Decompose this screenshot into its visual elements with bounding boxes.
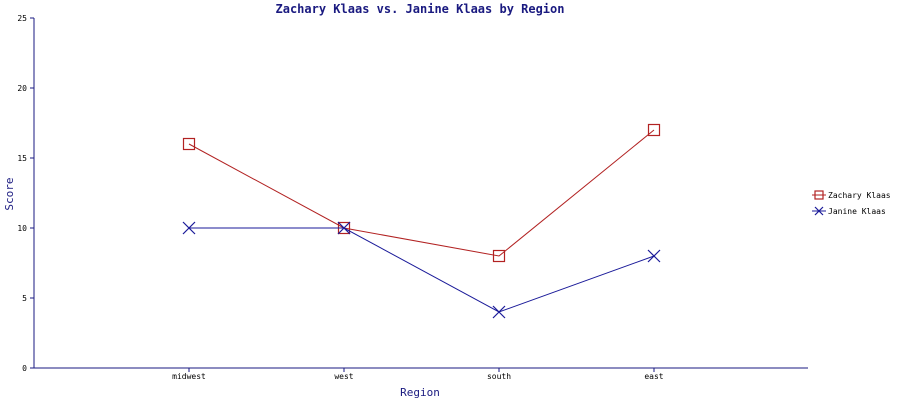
x-tick-label: east — [644, 372, 663, 381]
y-tick-label: 25 — [17, 14, 27, 23]
y-axis-label: Score — [3, 177, 16, 210]
chart-title: Zachary Klaas vs. Janine Klaas by Region — [276, 2, 565, 16]
legend-label: Zachary Klaas — [828, 191, 891, 200]
x-axis-ticks: midwest west south east — [172, 368, 664, 381]
x-marker-stroke — [182, 221, 196, 235]
legend-item-zachary-klaas: Zachary Klaas — [812, 190, 891, 200]
x-tick-label: south — [487, 372, 511, 381]
legend-marker-square — [814, 190, 824, 200]
data-point-zachary-klaas — [492, 249, 506, 263]
data-point-zachary-klaas — [182, 137, 196, 151]
data-point-janine-klaas — [492, 305, 506, 319]
y-tick-label: 10 — [17, 224, 27, 233]
y-tick-label: 0 — [22, 364, 27, 373]
x-marker-stroke — [337, 221, 351, 235]
data-point-janine-klaas — [647, 249, 661, 263]
legend-item-janine-klaas: Janine Klaas — [812, 206, 886, 216]
series-line-zachary-klaas — [188, 129, 655, 257]
x-marker-stroke — [814, 206, 824, 216]
x-axis-label: Region — [400, 386, 440, 399]
series-janine-klaas — [182, 221, 661, 319]
x-marker-stroke — [492, 305, 506, 319]
data-point-zachary-klaas — [647, 123, 661, 137]
x-tick-label: midwest — [172, 372, 206, 381]
y-tick-label: 20 — [17, 84, 27, 93]
legend-label: Janine Klaas — [828, 207, 886, 216]
data-point-janine-klaas — [337, 221, 351, 235]
y-axis-ticks: 0 5 10 15 20 25 — [17, 14, 34, 373]
y-tick-label: 15 — [17, 154, 27, 163]
data-point-janine-klaas — [182, 221, 196, 235]
y-tick-label: 5 — [22, 294, 27, 303]
series-zachary-klaas — [182, 123, 661, 263]
x-tick-label: west — [334, 372, 353, 381]
series-layer — [182, 123, 661, 319]
series-line-janine-klaas — [189, 227, 655, 313]
axes — [33, 18, 808, 369]
legend: Zachary Klaas Janine Klaas — [812, 190, 891, 216]
x-marker-stroke — [647, 249, 661, 263]
legend-marker-x — [814, 206, 824, 216]
